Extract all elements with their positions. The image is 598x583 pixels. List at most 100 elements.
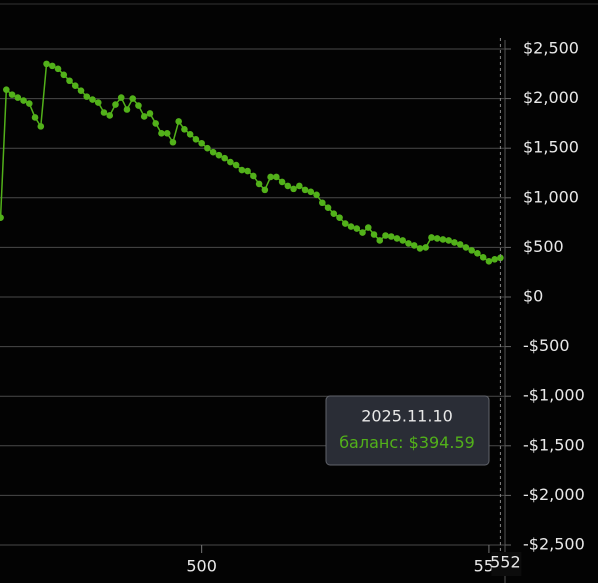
- data-point: [181, 126, 188, 133]
- data-point: [290, 185, 297, 193]
- data-point: [405, 240, 412, 247]
- data-point: [330, 210, 338, 217]
- data-point: [209, 148, 217, 156]
- y-tick-label: $2,500: [523, 39, 579, 58]
- data-point: [198, 139, 205, 147]
- y-tick-label: $0: [523, 287, 543, 306]
- data-point: [370, 231, 378, 238]
- y-tick-label: $2,000: [523, 88, 579, 107]
- data-point: [106, 112, 114, 119]
- data-point: [428, 234, 435, 241]
- data-point: [273, 173, 280, 181]
- data-point: [410, 242, 418, 249]
- data-point: [250, 172, 257, 180]
- data-point: [353, 225, 361, 232]
- data-point: [0, 214, 4, 221]
- data-point: [100, 109, 108, 116]
- data-point: [140, 113, 148, 120]
- data-point: [192, 135, 200, 143]
- data-point: [479, 254, 487, 261]
- data-point: [422, 244, 430, 251]
- data-point: [221, 154, 228, 162]
- data-point: [261, 186, 269, 194]
- y-tick-label: $1,000: [523, 187, 579, 206]
- data-point: [284, 182, 292, 190]
- data-point: [54, 65, 62, 73]
- data-point: [313, 191, 320, 199]
- data-point: [296, 182, 303, 190]
- data-point: [307, 188, 315, 196]
- tooltip-date: 2025.11.10: [361, 407, 453, 426]
- data-point: [278, 178, 286, 186]
- data-point: [255, 180, 263, 188]
- data-point: [491, 256, 498, 263]
- data-point: [462, 244, 470, 251]
- data-point: [238, 166, 246, 174]
- y-tick-label: -$2,000: [523, 485, 585, 504]
- data-point: [359, 229, 366, 236]
- data-point: [8, 91, 16, 98]
- data-point: [71, 82, 79, 90]
- y-tick-label: -$500: [523, 336, 570, 355]
- data-point: [319, 199, 326, 207]
- data-point: [267, 173, 274, 181]
- tooltip-value: баланс: $394.59: [339, 433, 475, 452]
- data-point: [485, 257, 493, 265]
- data-point: [31, 114, 39, 121]
- data-point: [387, 233, 395, 240]
- data-point: [94, 99, 102, 106]
- data-point: [399, 237, 407, 244]
- data-point: [215, 151, 223, 159]
- data-point: [376, 237, 384, 244]
- data-point: [474, 250, 481, 257]
- data-point: [112, 101, 119, 108]
- data-point: [451, 239, 458, 246]
- y-tick-label: -$1,000: [523, 386, 585, 405]
- data-point: [232, 161, 240, 169]
- data-point: [393, 235, 401, 242]
- x-tick-label: 500: [186, 557, 217, 576]
- data-point: [60, 71, 68, 79]
- data-point: [433, 235, 441, 242]
- tooltip-box: [325, 395, 490, 466]
- data-point: [123, 106, 131, 113]
- data-point: [3, 86, 10, 93]
- y-tick-label: -$1,500: [523, 435, 585, 454]
- data-point: [83, 93, 91, 100]
- data-point: [129, 95, 137, 102]
- data-point: [364, 224, 372, 231]
- data-point: [37, 123, 45, 130]
- crosshair-label-box: [491, 552, 522, 576]
- data-point: [227, 158, 234, 166]
- data-point: [439, 236, 447, 243]
- data-point: [163, 130, 171, 137]
- tooltip-series-name: баланс:: [339, 433, 403, 452]
- data-point: [336, 214, 343, 221]
- data-point: [347, 223, 355, 230]
- data-point: [152, 120, 159, 127]
- tooltip: 2025.11.10 баланс: $394.59: [325, 395, 490, 466]
- data-point: [66, 77, 73, 85]
- data-point: [20, 97, 27, 104]
- data-point: [48, 62, 56, 70]
- data-point: [416, 245, 424, 252]
- data-point: [26, 100, 33, 107]
- data-point: [135, 102, 142, 109]
- data-point: [244, 167, 251, 175]
- data-point: [158, 130, 165, 137]
- y-tick-label: $500: [523, 237, 564, 256]
- data-point: [77, 87, 85, 94]
- y-tick-label: -$2,500: [523, 535, 585, 554]
- data-point: [117, 94, 125, 101]
- data-point: [341, 220, 349, 227]
- data-point: [146, 110, 154, 117]
- data-point: [14, 94, 22, 101]
- data-point: [497, 254, 504, 262]
- tooltip-value-label: $394.59: [409, 433, 475, 452]
- data-point: [204, 144, 211, 152]
- data-point: [382, 232, 389, 239]
- data-point: [169, 138, 177, 146]
- data-point: [324, 204, 332, 212]
- data-point: [445, 237, 452, 244]
